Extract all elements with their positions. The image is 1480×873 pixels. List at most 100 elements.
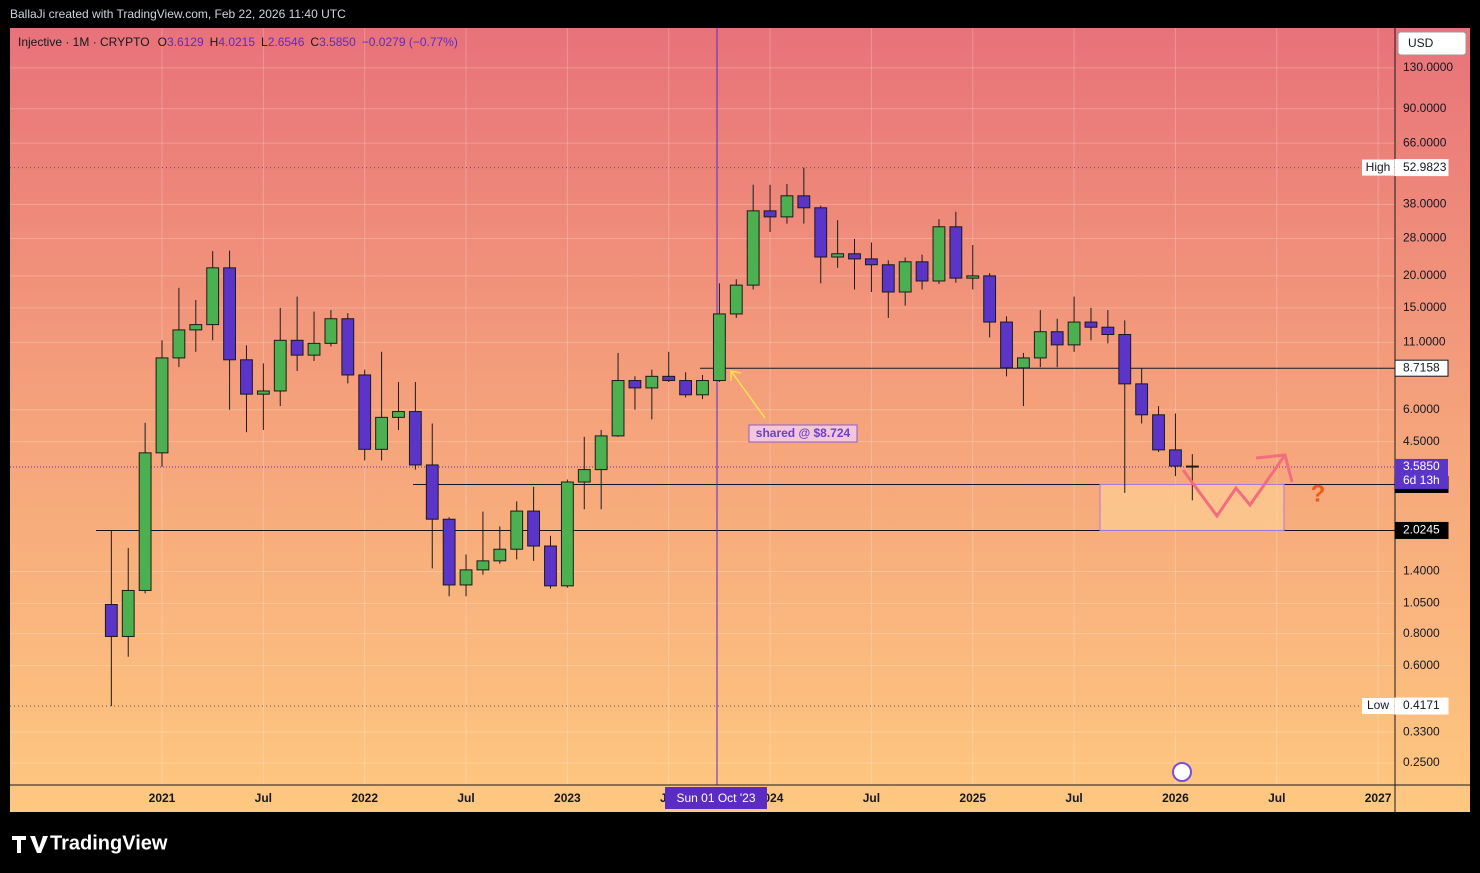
y-tick-label: 130.0000 xyxy=(1403,60,1453,74)
y-tick-label: 1.0500 xyxy=(1403,596,1440,610)
extreme-value-box xyxy=(1394,159,1449,177)
candles xyxy=(104,167,1199,707)
y-tick-label: 0.3300 xyxy=(1403,724,1440,738)
candle-body xyxy=(307,342,321,356)
extreme-tag: Low xyxy=(1367,698,1389,712)
candle-body xyxy=(476,560,490,571)
annotation: shared @ $8.724 xyxy=(756,426,851,440)
candle-body xyxy=(392,411,405,418)
candle-body xyxy=(256,390,270,395)
candle-body xyxy=(172,329,186,359)
candle-body xyxy=(121,589,135,637)
candle-body xyxy=(797,195,811,209)
attribution: BallaJi created with TradingView.com, Fe… xyxy=(10,7,346,21)
y-tick-label: 20.0000 xyxy=(1403,268,1447,282)
extreme-value: 0.4171 xyxy=(1403,698,1440,712)
axes: 130.0000 90.0000 66.0000 38.0000 28.0000 20.0… xyxy=(149,60,1454,805)
level-label-box xyxy=(1394,521,1449,539)
y-tick-label: 66.0000 xyxy=(1403,135,1447,149)
extreme-tag-box xyxy=(1362,698,1394,715)
candle-body xyxy=(425,464,439,520)
candle-body xyxy=(949,226,963,279)
candle-body xyxy=(459,569,473,586)
candle-body xyxy=(1067,321,1081,346)
candle-body xyxy=(712,313,726,382)
candle-body xyxy=(527,510,541,547)
candle-body xyxy=(729,284,743,315)
candle-body xyxy=(932,226,946,282)
candle-body xyxy=(594,435,608,471)
chart-panel xyxy=(10,28,1470,812)
candle-body xyxy=(240,359,253,395)
question-mark: ? xyxy=(1311,480,1326,507)
candle-body xyxy=(1185,465,1199,468)
y-tick-label: 38.0000 xyxy=(1403,197,1447,211)
annotation-box xyxy=(748,424,858,443)
extreme-value-box xyxy=(1394,697,1449,715)
candle-body xyxy=(290,339,304,356)
currency-button[interactable] xyxy=(1397,31,1467,56)
countdown: 6d 13h xyxy=(1403,473,1440,487)
crosshair-label-box xyxy=(665,787,767,809)
candle-body xyxy=(155,357,169,454)
y-tick-label: 0.2500 xyxy=(1403,755,1440,769)
y-tick-label: 15.0000 xyxy=(1403,300,1447,314)
y-tick-label: 4.5000 xyxy=(1403,434,1440,448)
x-tick-label: Jul xyxy=(1268,791,1285,805)
candle-body xyxy=(746,210,760,286)
x-tick-label: 2023 xyxy=(554,791,581,805)
x-tick-label: Jul xyxy=(863,791,880,805)
candle-body xyxy=(1017,357,1030,369)
logo-icon xyxy=(12,836,48,853)
replay-icon[interactable] xyxy=(1172,762,1192,782)
candle-body xyxy=(780,195,794,218)
extreme-tag-box xyxy=(1362,159,1394,176)
grid xyxy=(10,28,1395,785)
candle-body xyxy=(544,545,557,587)
candle-body xyxy=(662,375,676,382)
candle-body xyxy=(324,318,338,344)
extreme-value: 52.9823 xyxy=(1403,160,1447,174)
x-tick-label: Jul xyxy=(457,791,474,805)
price-badges: 8.71583.06202.0245High52.9823Low0.41713.… xyxy=(1362,159,1449,715)
candle-body xyxy=(358,374,372,450)
candle-body xyxy=(763,210,777,218)
candle-body xyxy=(1084,321,1098,328)
candle-body xyxy=(560,481,574,587)
last-price: 3.5850 xyxy=(1403,459,1440,473)
candle-body xyxy=(983,275,997,323)
x-tick-label: Jul xyxy=(1065,791,1082,805)
candle-body xyxy=(864,258,878,266)
x-tick-label: 2022 xyxy=(351,791,378,805)
currency[interactable]: USD xyxy=(1408,36,1434,50)
candle-body xyxy=(375,416,388,450)
y-tick-label: 90.0000 xyxy=(1403,101,1447,115)
candle-body xyxy=(881,264,895,293)
candle-body xyxy=(814,207,828,258)
candle-body xyxy=(341,318,355,376)
level-label-box xyxy=(1394,359,1449,377)
candle-body xyxy=(1118,334,1132,385)
candle-body xyxy=(966,275,980,279)
candle-body xyxy=(104,603,118,637)
candle-body xyxy=(493,548,507,562)
candle-body xyxy=(273,339,287,392)
candle-body xyxy=(442,518,456,586)
y-tick-label: 28.0000 xyxy=(1403,231,1447,245)
projection-path xyxy=(1181,454,1287,519)
candle-body xyxy=(831,253,845,258)
candle-body xyxy=(1000,321,1013,369)
y-tick-label: 0.8000 xyxy=(1403,626,1440,640)
x-tick-label: 2021 xyxy=(149,791,176,805)
candle-body xyxy=(1050,331,1064,346)
projection-arrowhead xyxy=(1255,453,1294,483)
candle-body xyxy=(206,267,220,326)
y-tick-label: 11.0000 xyxy=(1403,334,1446,348)
level-label: 8.7158 xyxy=(1403,360,1440,374)
candle-body xyxy=(510,510,524,550)
candle-body xyxy=(189,324,203,331)
last-price-box xyxy=(1395,458,1448,489)
logo-text: TradingView xyxy=(50,832,168,854)
